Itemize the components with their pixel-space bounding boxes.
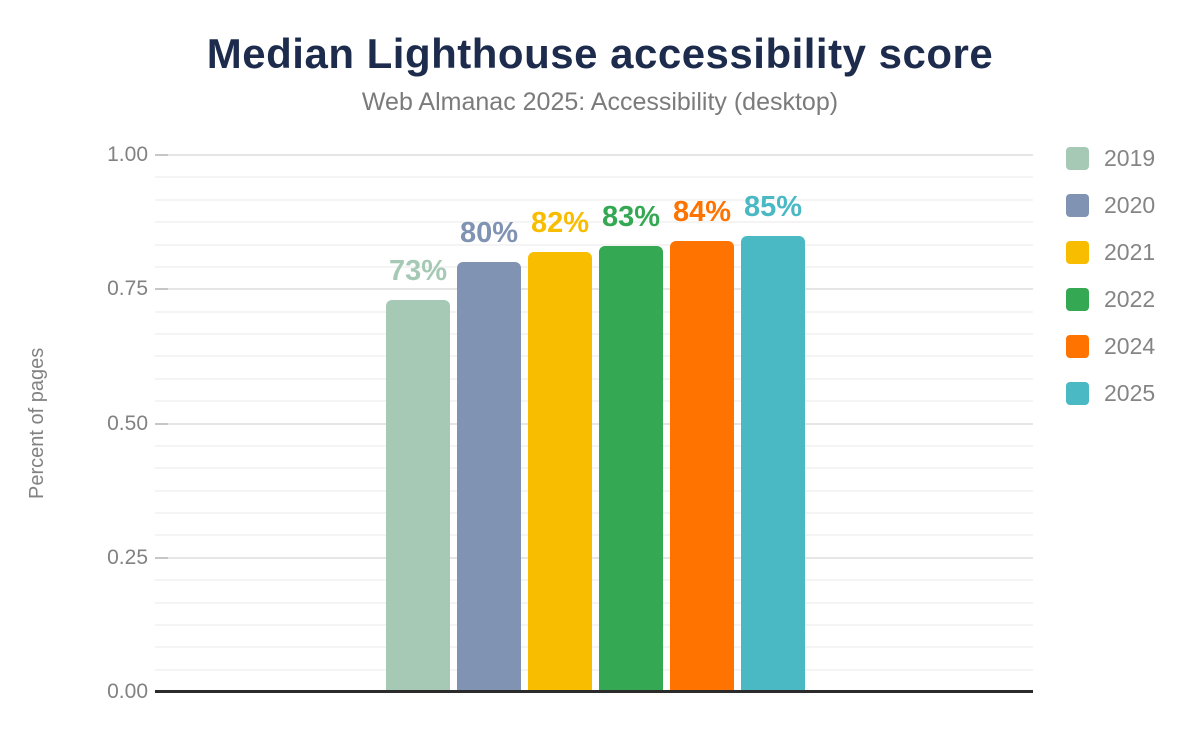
x-axis-line xyxy=(155,690,1033,693)
legend-swatch xyxy=(1066,288,1089,311)
minor-gridline xyxy=(155,221,1033,224)
y-axis-title: Percent of pages xyxy=(26,347,48,500)
y-tick-label: 1.00 xyxy=(107,143,148,166)
minor-gridline xyxy=(155,601,1033,604)
minor-gridline xyxy=(155,176,1033,179)
legend-swatch xyxy=(1066,147,1089,170)
legend: 2019 2020 2021 2022 2024 2025 xyxy=(1066,145,1155,407)
minor-gridline xyxy=(155,489,1033,492)
minor-gridline xyxy=(155,377,1033,380)
bar-value-label-2020: 80% xyxy=(459,217,519,250)
y-tick-mark xyxy=(155,422,168,425)
major-gridline xyxy=(155,422,1033,425)
legend-label: 2021 xyxy=(1104,239,1156,265)
legend-swatch xyxy=(1066,194,1089,217)
major-gridline xyxy=(155,154,1033,156)
bar-2022[interactable] xyxy=(599,246,663,692)
legend-item-2022[interactable]: 2022 xyxy=(1066,286,1155,313)
minor-gridline xyxy=(155,243,1033,246)
legend-item-2024[interactable]: 2024 xyxy=(1066,333,1155,360)
minor-gridline xyxy=(155,400,1033,403)
legend-label: 2020 xyxy=(1104,192,1156,218)
bar-value-label-2025: 85% xyxy=(743,190,803,223)
legend-label: 2019 xyxy=(1104,145,1156,171)
minor-gridline xyxy=(155,646,1033,649)
bar-2024[interactable] xyxy=(670,240,734,692)
legend-item-2020[interactable]: 2020 xyxy=(1066,192,1155,219)
bar-2021[interactable] xyxy=(528,251,592,692)
y-tick-label: 0.00 xyxy=(107,680,148,703)
y-tick-mark xyxy=(155,556,168,559)
bar-2025[interactable] xyxy=(741,235,805,692)
chart-title: Median Lighthouse accessibility score xyxy=(206,30,994,77)
y-tick-mark xyxy=(155,154,168,156)
y-tick-mark xyxy=(155,288,168,291)
legend-item-2021[interactable]: 2021 xyxy=(1066,239,1155,266)
y-tick-label: 0.50 xyxy=(107,411,148,435)
legend-label: 2024 xyxy=(1104,333,1156,359)
minor-gridline xyxy=(155,333,1033,335)
minor-gridline xyxy=(155,444,1033,447)
minor-gridline xyxy=(155,534,1033,537)
y-tick-label: 0.75 xyxy=(107,277,148,301)
minor-gridline xyxy=(155,198,1033,201)
minor-gridline xyxy=(155,355,1033,358)
bar-2020[interactable] xyxy=(457,262,521,692)
minor-gridline xyxy=(155,512,1033,514)
y-axis-ticks: 0.00 0.25 0.50 0.75 1.00 xyxy=(58,143,148,703)
legend-swatch xyxy=(1066,335,1089,358)
minor-gridline xyxy=(155,623,1033,626)
bar-value-label-2019: 73% xyxy=(388,255,448,287)
bar-value-label-2021: 82% xyxy=(530,206,590,239)
y-tick-label: 0.25 xyxy=(107,545,148,569)
bar-2019[interactable] xyxy=(386,300,450,692)
major-gridline xyxy=(155,556,1033,559)
bar-value-label-2022: 83% xyxy=(601,201,661,234)
legend-swatch xyxy=(1066,241,1089,264)
legend-item-2025[interactable]: 2025 xyxy=(1066,380,1155,407)
bar-value-label-2024: 84% xyxy=(672,195,732,228)
minor-gridline xyxy=(155,265,1033,268)
legend-swatch xyxy=(1066,382,1089,405)
legend-item-2019[interactable]: 2019 xyxy=(1066,145,1155,172)
minor-gridline xyxy=(155,467,1033,470)
chart-subtitle: Web Almanac 2025: Accessibility (desktop… xyxy=(361,88,839,116)
minor-gridline xyxy=(155,310,1033,313)
minor-gridline xyxy=(155,579,1033,582)
minor-gridline xyxy=(155,668,1033,671)
legend-label: 2022 xyxy=(1104,286,1156,312)
legend-label: 2025 xyxy=(1104,380,1156,406)
plot-area: 73% 80% 82% 83% 84% 85% xyxy=(155,154,1033,693)
major-gridline xyxy=(155,288,1033,291)
